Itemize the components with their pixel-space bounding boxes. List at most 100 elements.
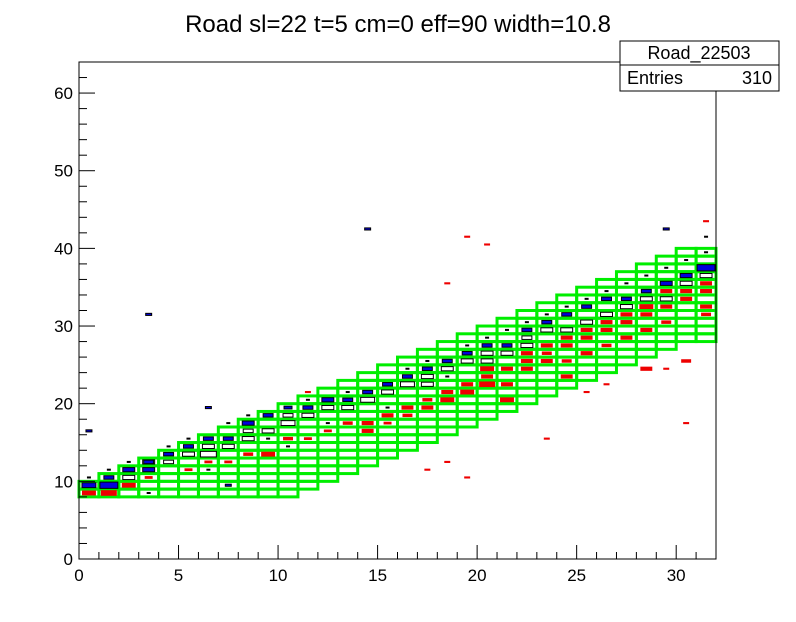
box-bin <box>199 450 217 458</box>
box-bin <box>580 319 594 325</box>
black-bin <box>604 290 609 293</box>
red-bin <box>560 343 573 348</box>
road-cell <box>396 355 419 367</box>
box-bin <box>201 443 215 449</box>
road-cell <box>495 316 519 328</box>
red-bin <box>680 288 693 294</box>
road-cell <box>376 363 399 375</box>
box-bin <box>282 413 294 418</box>
red-bin <box>441 389 454 395</box>
red-bin <box>381 413 394 418</box>
red-bin <box>401 405 414 410</box>
red-bin <box>700 288 713 294</box>
box-bin <box>480 358 494 364</box>
red-bin <box>580 327 593 333</box>
red-bin <box>424 468 431 471</box>
y-tick-label: 10 <box>54 472 73 491</box>
road-cell <box>356 371 380 382</box>
box-bin <box>520 342 534 349</box>
red-bin <box>660 304 673 309</box>
y-tick-label: 60 <box>54 84 73 103</box>
road-cell <box>216 425 240 437</box>
box-bin <box>163 459 175 465</box>
black-bin <box>266 437 271 440</box>
box-bin <box>619 304 633 310</box>
box-bin <box>679 280 693 286</box>
blue-bin <box>163 451 175 457</box>
red-bin <box>520 351 533 356</box>
red-bin <box>620 335 633 340</box>
black-bin <box>544 313 549 316</box>
red-bin <box>81 490 96 496</box>
red-bin <box>663 367 670 370</box>
red-bin <box>464 235 471 238</box>
blue-bin <box>283 405 293 410</box>
box-bin <box>221 443 235 449</box>
y-tick-label: 0 <box>64 550 73 569</box>
black-bin <box>684 259 689 262</box>
stats-box-frame <box>619 40 780 92</box>
blue-bin <box>561 312 573 317</box>
black-bin <box>166 445 171 448</box>
blue-bin <box>103 475 115 480</box>
black-bin <box>286 445 291 448</box>
red-bin <box>561 359 572 363</box>
black-bin <box>564 305 569 308</box>
road-cell <box>614 270 638 281</box>
box-bin <box>420 373 434 380</box>
red-bin <box>481 374 494 379</box>
blue-bin <box>262 413 274 418</box>
blue-bin <box>382 382 394 387</box>
y-tick-label: 30 <box>54 317 73 336</box>
red-bin <box>700 304 713 309</box>
black-bin <box>325 422 330 425</box>
red-bin <box>283 436 293 441</box>
road-cell <box>654 254 678 266</box>
box-bin <box>639 296 653 302</box>
red-bin <box>224 460 233 464</box>
box-bin <box>480 350 494 356</box>
box-bin <box>122 474 136 481</box>
red-bin <box>444 282 451 285</box>
red-bin <box>560 335 573 340</box>
box-bin <box>261 428 275 434</box>
black-bin <box>186 437 191 440</box>
black-bin <box>644 274 649 277</box>
red-bin <box>361 428 374 433</box>
box-bin <box>360 396 376 403</box>
x-tick-label: 20 <box>468 566 487 585</box>
black-bin <box>465 344 470 347</box>
box-bin <box>321 404 335 411</box>
blue-bin <box>241 420 255 426</box>
red-bin <box>361 421 374 426</box>
black-bin <box>584 297 589 300</box>
red-bin <box>701 312 712 317</box>
box-bin <box>460 358 474 364</box>
blue-bin <box>122 467 136 473</box>
blue-bin <box>501 343 513 348</box>
box-bin <box>182 451 195 457</box>
stats-box-name: Road_22503 <box>647 43 750 64</box>
road-band-layer <box>77 246 718 499</box>
y-tick-label: 20 <box>54 395 73 414</box>
red-bin <box>700 281 713 286</box>
red-bin <box>541 351 552 355</box>
road-cell <box>535 301 559 312</box>
red-bin <box>601 343 612 348</box>
road-cell <box>336 378 360 390</box>
red-bin <box>640 327 653 333</box>
red-bin <box>144 476 153 479</box>
red-bin <box>500 397 514 403</box>
blue-bin <box>183 444 194 449</box>
red-bin <box>640 312 653 317</box>
red-bin <box>461 382 474 387</box>
red-bin <box>484 243 491 246</box>
red-bin <box>600 327 613 333</box>
red-bin <box>560 374 573 379</box>
y-tick-label: 40 <box>54 239 73 258</box>
red-bin <box>660 288 673 294</box>
blue-bin <box>224 483 232 487</box>
red-bin <box>600 320 613 325</box>
box-bin <box>301 412 315 418</box>
